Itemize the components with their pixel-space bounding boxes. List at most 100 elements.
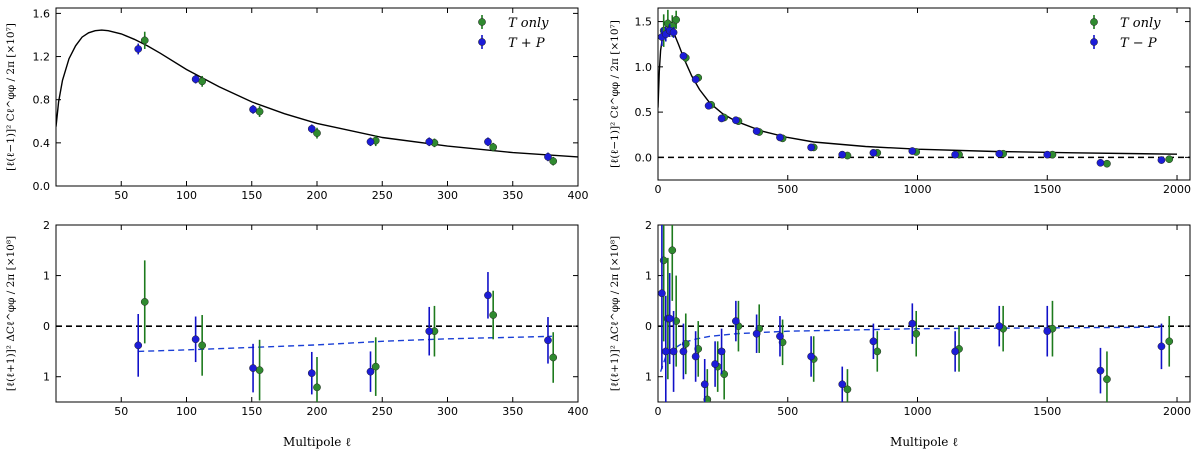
panel-top-right: 0 500 1000 1500 2000 0.0 0.5 1.0 1.5 [ℓ(ℓ−1)]² Cℓ… xyxy=(609,7,1191,196)
y-axis-label: [ℓ(ℓ+1)]² ΔCℓ^φφ / 2π [×10⁸] xyxy=(609,236,621,391)
t-p-point xyxy=(700,380,709,389)
y-tick-label: 2 xyxy=(645,219,652,232)
y-axis-label: [ℓ(ℓ−1)]² Cℓ^φφ / 2π [×10⁷] xyxy=(5,23,17,171)
y-tick-label: 1.6 xyxy=(33,7,51,20)
x-tick-label: 50 xyxy=(114,189,128,202)
t-p-point xyxy=(1157,156,1166,164)
t-p-point xyxy=(908,147,917,155)
legend-marker xyxy=(478,18,486,26)
x-tick-label: 500 xyxy=(777,405,798,418)
x-axis-label: Multipole ℓ xyxy=(283,435,351,449)
t-p-point xyxy=(1096,366,1105,375)
y-tick-label: 0 xyxy=(43,320,50,333)
t-p-point xyxy=(717,114,726,123)
t-only-point xyxy=(313,383,321,392)
t-p-point xyxy=(1157,342,1166,351)
t-p-point xyxy=(679,52,688,60)
y-tick-label: 0.0 xyxy=(635,151,653,164)
panel-bottom-right: 0 500 1000 1500 2000 1 0 1 2 [ℓ(ℓ+1)]² ΔCℓ^φφ / 2… xyxy=(609,219,1191,449)
t-p-point xyxy=(995,322,1004,330)
y-tick-label: 1.5 xyxy=(635,16,653,29)
y-tick-label: 0.8 xyxy=(33,94,51,107)
t-p-point xyxy=(691,352,700,361)
legend-label: T + P xyxy=(508,36,545,51)
y-tick-label: 1 xyxy=(43,270,50,283)
x-tick-label: 350 xyxy=(502,189,523,202)
y-tick-label: 2 xyxy=(43,219,50,232)
t-p-point xyxy=(544,336,552,345)
t-p-point xyxy=(732,116,740,125)
t-only-point xyxy=(140,298,149,306)
t-p-point xyxy=(669,347,678,356)
t-p-point xyxy=(249,364,257,372)
t-p-point xyxy=(717,347,726,356)
x-tick-label: 200 xyxy=(307,405,328,418)
x-tick-label: 100 xyxy=(176,189,197,202)
x-tick-label: 250 xyxy=(372,189,393,202)
t-only-point xyxy=(672,15,681,24)
t-p-point xyxy=(665,314,674,323)
y-tick-label: 0.4 xyxy=(33,137,51,150)
t-p-point xyxy=(704,101,713,110)
y-tick-label: 1 xyxy=(645,371,652,384)
t-p-point xyxy=(711,360,719,368)
x-tick-label: 1500 xyxy=(1033,405,1061,418)
t-p-point xyxy=(425,137,434,146)
t-only-point xyxy=(371,362,380,371)
panel-bottom-left: 50 100 150 200 250 300 350 400 1 0 1 2 [ℓ(ℓ+1)]² ΔCℓ… xyxy=(5,219,589,449)
t-only-point xyxy=(255,366,264,374)
t-p-point xyxy=(869,337,878,346)
plot-area xyxy=(658,9,1190,168)
y-tick-label: 1.2 xyxy=(33,51,51,64)
t-only-point xyxy=(912,329,921,338)
x-tick-label: 1000 xyxy=(904,183,932,196)
t-p-point xyxy=(669,28,678,37)
axes-frame xyxy=(55,7,579,187)
residual-dashed-curve xyxy=(138,335,552,353)
x-tick-label: 250 xyxy=(372,405,393,418)
t-p-point xyxy=(838,380,847,389)
x-tick-label: 300 xyxy=(437,405,458,418)
t-only-point xyxy=(198,341,207,350)
y-tick-label: 1 xyxy=(43,371,50,384)
model-curve xyxy=(56,29,578,158)
plot-area xyxy=(56,29,578,166)
legend-marker xyxy=(478,38,486,46)
x-tick-label: 500 xyxy=(777,183,798,196)
y-tick-label: 0.5 xyxy=(635,106,653,119)
t-p-point xyxy=(134,341,143,350)
t-only-point xyxy=(549,157,558,166)
t-p-point xyxy=(838,150,847,159)
y-tick-label: 1 xyxy=(645,270,652,283)
t-p-point xyxy=(1096,158,1105,167)
t-p-point xyxy=(752,127,761,135)
axes-frame xyxy=(657,7,1191,181)
x-tick-label: 350 xyxy=(502,405,523,418)
y-tick-label: 1.0 xyxy=(635,61,653,74)
t-p-point xyxy=(191,75,200,84)
t-only-point xyxy=(1103,375,1111,384)
t-p-point xyxy=(1043,150,1052,159)
plot-area xyxy=(56,260,578,402)
t-only-point xyxy=(1165,337,1174,346)
t-p-point xyxy=(425,327,434,336)
x-axis-label: Multipole ℓ xyxy=(890,435,958,449)
t-p-point xyxy=(951,347,959,356)
t-p-point xyxy=(807,143,815,152)
t-only-point xyxy=(140,36,149,45)
x-tick-label: 100 xyxy=(176,405,197,418)
t-p-point xyxy=(691,75,700,84)
t-p-point xyxy=(484,291,492,300)
t-only-point xyxy=(1165,155,1174,164)
t-p-point xyxy=(732,317,740,325)
t-p-point xyxy=(366,137,375,146)
t-p-point xyxy=(307,369,316,378)
x-tick-label: 1000 xyxy=(904,405,932,418)
legend-label: T only xyxy=(1120,16,1161,31)
plot-area xyxy=(658,225,1190,402)
t-only-point xyxy=(549,353,558,362)
t-only-point xyxy=(198,77,207,86)
t-only-point xyxy=(489,311,498,319)
y-tick-label: 0 xyxy=(645,320,652,333)
